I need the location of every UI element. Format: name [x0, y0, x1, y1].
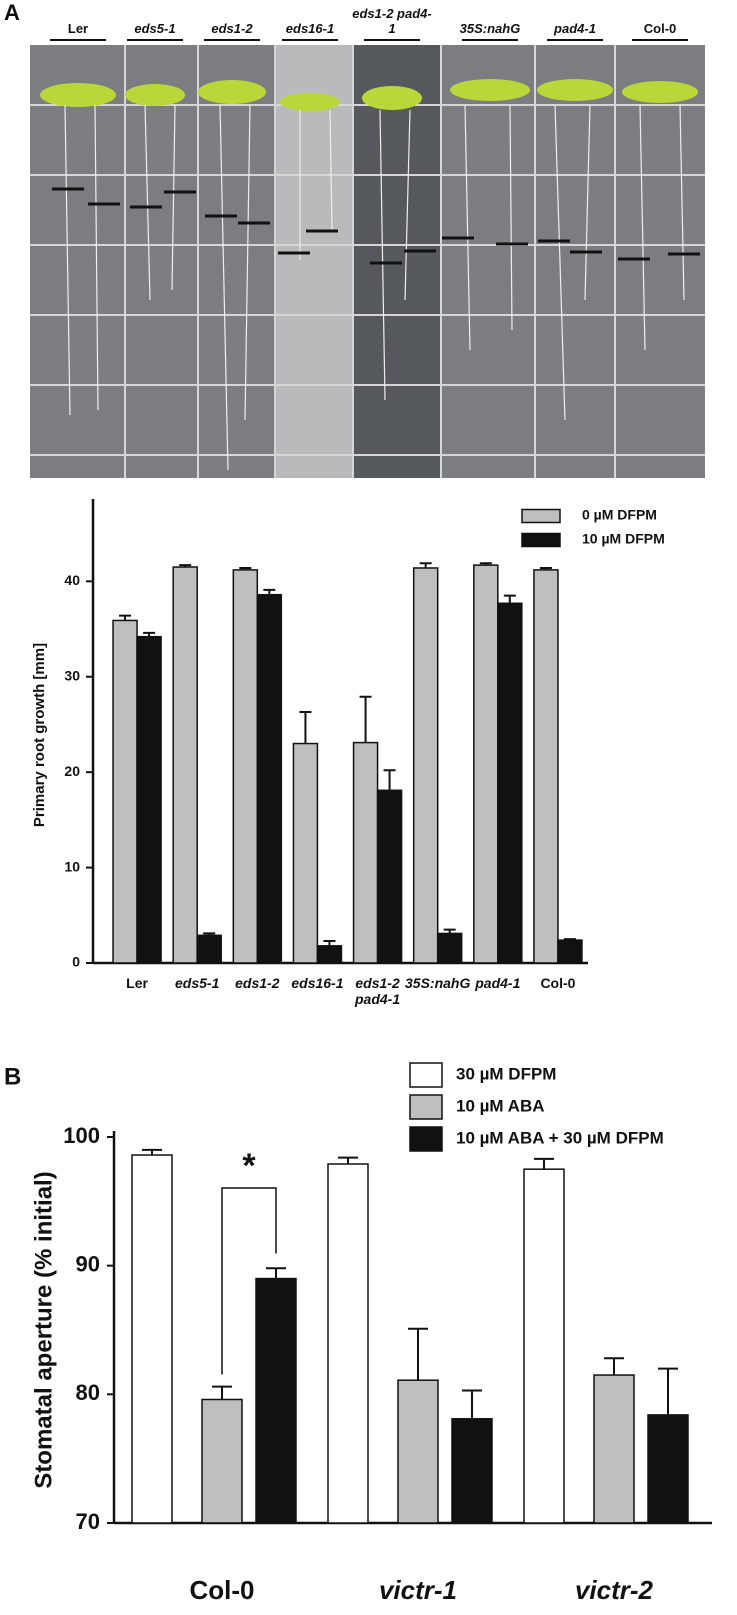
bar: [136, 635, 162, 964]
x-tick-label: victr-1: [379, 1575, 457, 1605]
legend-swatch: [409, 1062, 443, 1088]
bar: [473, 564, 499, 964]
legend-swatch: [409, 1126, 443, 1152]
x-tick-label: pad4-1: [475, 975, 521, 991]
photo-label: Ler: [67, 21, 89, 37]
legend-label: 10 µM ABA: [456, 1096, 545, 1115]
y-tick-label: 30: [64, 667, 80, 683]
bar: [533, 569, 559, 964]
photo-panel: [275, 45, 353, 478]
bar: [255, 1277, 297, 1524]
y-tick-label: 100: [63, 1123, 100, 1148]
legend-label: 30 µM DFPM: [456, 1064, 556, 1083]
bar: [593, 1374, 635, 1524]
legend-swatch: [521, 532, 561, 548]
error-bar: [462, 1389, 482, 1419]
bar: [327, 1163, 369, 1524]
photo-grid: [30, 45, 705, 478]
y-tick-label: 20: [64, 763, 80, 779]
photo-label: eds5-1: [134, 21, 176, 37]
seedlings: [40, 79, 698, 111]
bar: [451, 1418, 493, 1524]
error-bar: [119, 614, 132, 621]
panel-label: B: [4, 1063, 21, 1090]
x-tick-label: 35S:nahG: [405, 975, 471, 991]
legend-swatch: [521, 508, 561, 524]
bar: [352, 741, 379, 964]
bar: [412, 567, 439, 964]
photo-label: 35S:nahG: [459, 21, 521, 37]
y-tick-label: 90: [76, 1251, 100, 1276]
error-bar: [419, 562, 432, 568]
error-bar: [359, 695, 372, 743]
legend-label: 10 µM ABA + 30 µM DFPM: [456, 1128, 664, 1147]
bar: [557, 939, 583, 964]
error-bar: [266, 1267, 286, 1279]
legend-label: 0 µM DFPM: [582, 507, 657, 523]
y-axis-title: Primary root growth [mm]: [31, 643, 48, 827]
y-tick-label: 80: [76, 1380, 100, 1405]
bar: [523, 1168, 565, 1524]
bar: [397, 1379, 439, 1524]
y-tick-label: 40: [64, 572, 80, 588]
significance-bracket: [221, 1187, 277, 1375]
legend-label: 10 µM DFPM: [582, 531, 665, 547]
x-tick-label: Col-0: [190, 1575, 255, 1605]
x-tick-label: eds1-2: [235, 975, 280, 991]
y-tick-label: 70: [76, 1509, 100, 1534]
error-bar: [212, 1385, 232, 1400]
bar: [436, 932, 463, 964]
bar: [232, 569, 259, 964]
y-axis-title: Stomatal aperture (% initial): [30, 1171, 57, 1488]
x-tick-label: eds5-1: [175, 975, 220, 991]
error-bar: [534, 1157, 554, 1170]
bar: [647, 1414, 689, 1524]
error-bar: [338, 1156, 358, 1165]
error-bar: [299, 711, 312, 744]
panel-label: A: [4, 0, 20, 25]
error-bar: [503, 594, 516, 604]
root-markers: [52, 187, 700, 265]
error-bar: [408, 1327, 428, 1381]
significance-annotation: *: [242, 1147, 256, 1185]
y-tick-label: 10: [64, 858, 80, 874]
x-tick-label: eds16-1: [291, 975, 344, 991]
photo-label: eds1-2: [211, 21, 253, 37]
error-bar: [142, 1148, 162, 1156]
error-bar: [383, 769, 396, 791]
error-bar: [658, 1367, 678, 1415]
bar: [131, 1154, 173, 1524]
bar: [172, 566, 198, 964]
bar: [316, 945, 343, 964]
bar: [256, 593, 283, 964]
y-tick-label: 0: [72, 954, 80, 970]
photo-label: pad4-1: [554, 21, 596, 37]
bar: [112, 619, 138, 964]
photo-label: eds16-1: [285, 21, 335, 37]
roots: [64, 104, 685, 471]
error-bar: [604, 1357, 624, 1376]
bar: [376, 789, 403, 964]
bar: [292, 742, 319, 964]
error-bar: [323, 940, 336, 946]
x-tick-label: victr-2: [575, 1575, 654, 1605]
bar: [196, 934, 222, 964]
legend-swatch: [409, 1094, 443, 1120]
bar: [201, 1398, 243, 1524]
x-tick-label: Col-0: [540, 975, 576, 991]
x-tick-label: eds1-2 pad4-1: [355, 975, 401, 1008]
photo-label: eds1-2 pad4-1: [352, 6, 432, 37]
photo-label: Col-0: [643, 21, 677, 37]
error-bar: [263, 588, 276, 595]
x-tick-label: Ler: [126, 975, 148, 991]
bar: [497, 602, 523, 964]
photo: [30, 45, 705, 478]
